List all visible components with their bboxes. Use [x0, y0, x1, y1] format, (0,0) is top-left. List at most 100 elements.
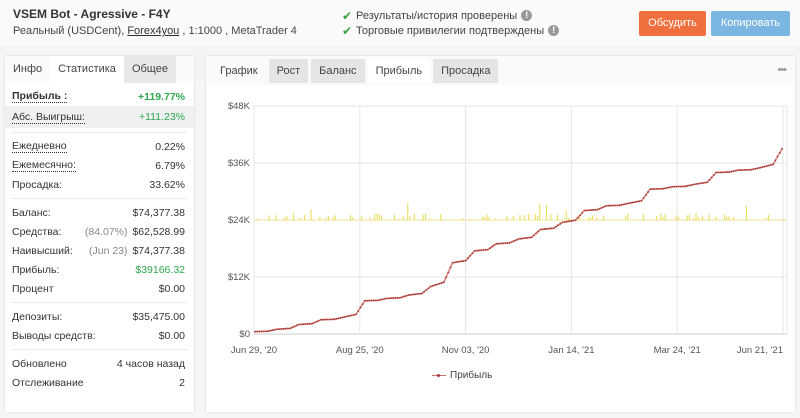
svg-text:Mar 24, '21: Mar 24, '21: [654, 345, 701, 356]
stat-value: $62,528.99: [132, 225, 185, 238]
tab-profit[interactable]: Прибыль: [367, 59, 431, 83]
tab-general[interactable]: Общее: [123, 56, 176, 83]
stat-label: Депозиты:: [12, 310, 63, 323]
account-type: Реальный (USDCent),: [13, 25, 128, 37]
divider: [12, 349, 187, 350]
discuss-button[interactable]: Обсудить: [639, 11, 706, 36]
stat-value: 2: [179, 376, 185, 389]
svg-text:$12K: $12K: [228, 272, 251, 283]
svg-text:$48K: $48K: [228, 101, 251, 112]
info-icon[interactable]: !: [548, 25, 560, 36]
copy-button[interactable]: Копировать: [711, 11, 790, 36]
stat-value: 4 часов назад: [116, 357, 185, 370]
check-icon: ✔: [342, 8, 353, 23]
stat-label[interactable]: Ежемесячно:: [12, 159, 76, 172]
header: VSEM Bot - Agressive - F4Y Реальный (USD…: [0, 0, 800, 46]
chart-tabs: График Рост Баланс Прибыль Просадка: [206, 56, 795, 85]
stat-tracking: Отслеживание 2: [5, 373, 194, 392]
stat-label: Средства:: [12, 225, 62, 238]
stat-label[interactable]: Прибыль :: [12, 90, 68, 103]
stat-value: 33.62%: [149, 178, 185, 191]
svg-text:$24K: $24K: [228, 215, 251, 226]
check-icon: ✔: [342, 23, 353, 38]
chart-panel: График Рост Баланс Прибыль Просадка ••• …: [206, 56, 795, 412]
stat-value: 0.22%: [155, 140, 185, 153]
tab-drawdown[interactable]: Просадка: [433, 59, 499, 83]
stat-value: 6.79%: [155, 159, 185, 172]
stat-interest: Процент $0.00: [5, 279, 194, 298]
stat-label: Отслеживание: [12, 376, 84, 389]
stat-label: Прибыль:: [12, 263, 60, 276]
info-icon[interactable]: !: [521, 10, 533, 21]
stat-updated: Обновлено 4 часов назад: [5, 354, 194, 373]
stat-label[interactable]: Ежедневно: [12, 140, 67, 153]
tab-statistics[interactable]: Статистика: [50, 56, 124, 83]
stat-profit: Прибыль: $39166.32: [5, 260, 194, 279]
stat-value: $39166.32: [135, 263, 185, 276]
stats-panel: Инфо Статистика Общее Прибыль : +119.77%…: [5, 56, 194, 412]
tab-balance[interactable]: Баланс: [311, 59, 365, 83]
stat-label: Наивысший:: [12, 244, 73, 257]
tab-growth[interactable]: Рост: [268, 59, 309, 83]
broker-link[interactable]: Forex4you: [127, 25, 180, 37]
y-axis-labels: $0 $12K $24K $36K $48K: [228, 101, 251, 340]
stats-tabs: Инфо Статистика Общее: [5, 56, 194, 83]
stat-label: Выводы средств:: [12, 329, 96, 342]
stat-label: Баланс:: [12, 206, 51, 219]
chart-legend[interactable]: Прибыль: [432, 370, 492, 381]
svg-text:Aug 25, '20: Aug 25, '20: [336, 345, 384, 356]
stat-label: Обновлено: [12, 357, 67, 370]
stat-value-wrap: (Jun 23) $74,377.38: [89, 245, 185, 257]
svg-text:$36K: $36K: [228, 158, 251, 169]
account-subtitle: Реальный (USDCent), Forex4you , 1:1000 ,…: [13, 23, 297, 39]
stat-value-wrap: (84.07%) $62,528.99: [85, 226, 185, 238]
verification-label: Торговые привилегии подтверждены: [356, 24, 545, 37]
stat-equity: Средства: (84.07%) $62,528.99: [5, 222, 194, 241]
stat-label: Просадка:: [12, 178, 63, 191]
stat-daily: Ежедневно 0.22%: [5, 137, 194, 156]
stat-drawdown: Просадка: 33.62%: [5, 175, 194, 194]
divider: [12, 198, 187, 199]
svg-text:Nov 03, '20: Nov 03, '20: [442, 345, 490, 356]
svg-text:Jan 14, '21: Jan 14, '21: [548, 345, 594, 356]
svg-text:Jun 21, '21: Jun 21, '21: [737, 345, 783, 356]
stat-gain: Прибыль : +119.77%: [5, 87, 194, 106]
tab-chart[interactable]: График: [220, 65, 258, 77]
stat-value: $74,377.38: [132, 244, 185, 257]
stat-abs-gain: Абс. Выигрыш: +111.23%: [5, 106, 194, 128]
verification-results: ✔ Результаты/история проверены !: [342, 8, 559, 23]
svg-text:Jun 29, '20: Jun 29, '20: [231, 345, 277, 356]
leverage-platform: , 1:1000 , MetaTrader 4: [179, 25, 297, 37]
legend-line-icon: [432, 374, 446, 377]
stat-value: +111.23%: [138, 111, 185, 123]
stat-monthly: Ежемесячно: 6.79%: [5, 156, 194, 175]
stat-note: (Jun 23): [88, 244, 128, 257]
tab-info[interactable]: Инфо: [13, 63, 43, 75]
stat-highest: Наивысший: (Jun 23) $74,377.38: [5, 241, 194, 260]
stat-value: $0.00: [158, 329, 185, 342]
stat-balance: Баланс: $74,377.38: [5, 203, 194, 222]
stat-value: $35,475.00: [132, 310, 185, 323]
stat-withdrawals: Выводы средств: $0.00: [5, 326, 194, 345]
title-block: VSEM Bot - Agressive - F4Y Реальный (USD…: [13, 7, 297, 39]
more-menu-icon[interactable]: •••: [777, 64, 787, 76]
verification-label: Результаты/история проверены: [356, 9, 518, 22]
page-title: VSEM Bot - Agressive - F4Y: [13, 7, 171, 21]
verification-list: ✔ Результаты/история проверены ! ✔ Торго…: [342, 8, 560, 38]
stat-label: Процент: [12, 282, 54, 295]
profit-chart[interactable]: $0 $12K $24K $36K $48K Jun 29, '20 Aug 25, '2…: [206, 56, 795, 412]
stat-label[interactable]: Абс. Выигрыш:: [12, 110, 85, 124]
profit-line: [254, 147, 783, 333]
legend-label: Прибыль: [450, 370, 493, 381]
verification-privileges: ✔ Торговые привилегии подтверждены !: [342, 23, 560, 38]
divider: [12, 302, 187, 303]
x-axis-labels: Jun 29, '20 Aug 25, '20 Nov 03, '20 Jan 14,…: [231, 345, 783, 356]
stat-value: +119.77%: [137, 90, 185, 103]
svg-text:$0: $0: [239, 329, 250, 340]
stat-value: $74,377.38: [132, 206, 185, 219]
divider: [12, 132, 187, 133]
activity-bars: [254, 203, 787, 221]
stat-value: $0.00: [158, 282, 185, 295]
stat-deposits: Депозиты: $35,475.00: [5, 307, 194, 326]
stat-note: (84.07%): [84, 225, 128, 238]
